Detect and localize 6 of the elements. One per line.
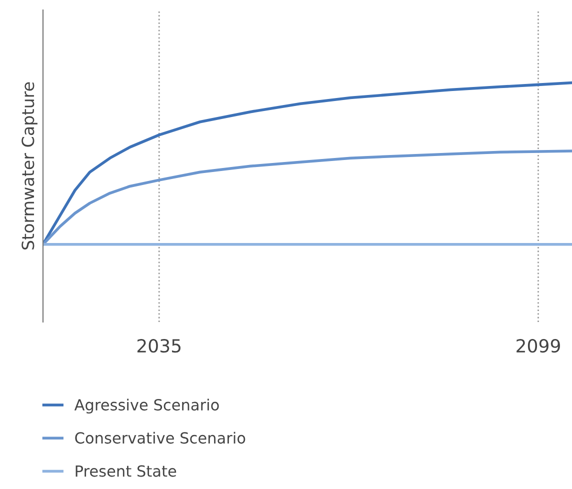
- legend-label: Conservative Scenario: [75, 432, 246, 444]
- y-axis-title: Stormwater Capture: [22, 82, 38, 250]
- x-tick-label: 2035: [137, 338, 181, 353]
- x-tick-label: 2099: [516, 338, 560, 353]
- legend-label: Agressive Scenario: [74, 398, 219, 414]
- legend-label: Present State: [76, 465, 176, 477]
